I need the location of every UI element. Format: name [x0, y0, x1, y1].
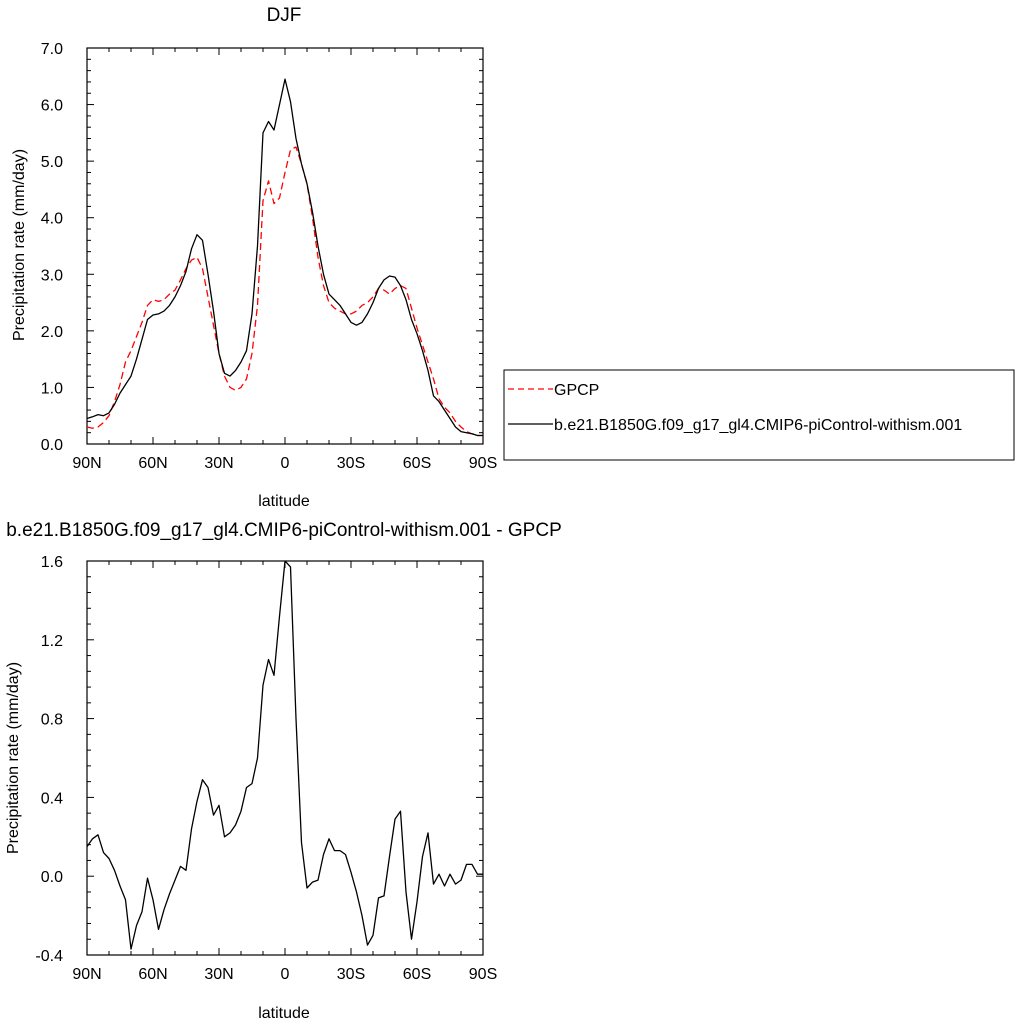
y-tick-label: 0.0 — [41, 869, 63, 886]
x-tick-label: 90S — [469, 966, 497, 983]
plot-frame — [86, 47, 484, 445]
difference-panel: b.e21.B1850G.f09_g17_gl4.CMIP6-piControl… — [5, 520, 562, 1022]
plot-frame — [86, 560, 484, 956]
x-tick-label: 90N — [72, 966, 101, 983]
x-tick-label: 30N — [204, 455, 233, 472]
chart-title: b.e21.B1850G.f09_g17_gl4.CMIP6-piControl… — [6, 520, 562, 541]
y-tick-label: 5.0 — [41, 154, 63, 171]
y-tick-label: 1.6 — [41, 554, 63, 571]
y-tick-label: 7.0 — [41, 41, 63, 58]
y-tick-label: 2.0 — [41, 324, 63, 341]
y-axis-label: Precipitation rate (mm/day) — [5, 662, 22, 854]
climatology-panel: DJF 90N 60N 30N 0 30S 60S 90S 0.0 1.0 2.0 3.0 4.0 5.… — [11, 5, 1015, 510]
y-tick-label: -0.4 — [35, 948, 63, 965]
x-tick-label: 30S — [337, 966, 365, 983]
series-line-1 — [86, 78, 483, 437]
x-tick-label: 60N — [138, 966, 167, 983]
legend: GPCP b.e21.B1850G.f09_g17_gl4.CMIP6-piCo… — [503, 369, 1015, 461]
y-tick-label: 3.0 — [41, 267, 63, 284]
legend-label-gpcp: GPCP — [554, 382, 599, 399]
legend-label-model: b.e21.B1850G.f09_g17_gl4.CMIP6-piControl… — [554, 417, 962, 434]
y-tick-label: 6.0 — [41, 98, 63, 115]
y-tick-label: 0.0 — [41, 437, 63, 454]
x-tick-label: 60S — [403, 966, 431, 983]
x-axis-label: latitude — [258, 1005, 310, 1022]
y-axis-label: Precipitation rate (mm/day) — [11, 149, 28, 341]
y-tick-label: 0.8 — [41, 712, 63, 729]
x-axis-label: latitude — [258, 493, 310, 510]
chart-title: DJF — [267, 5, 302, 26]
x-tick-label: 90S — [469, 455, 497, 472]
x-tick-label: 60S — [403, 455, 431, 472]
x-tick-label: 0 — [281, 455, 290, 472]
x-tick-label: 30S — [337, 455, 365, 472]
x-tick-label: 0 — [281, 966, 290, 983]
y-tick-label: 0.4 — [41, 790, 63, 807]
y-tick-label: 4.0 — [41, 211, 63, 228]
plot-area: 90N 60N 30N 0 30S 60S 90S 0.0 1.0 2.0 3.0 4.0 5.0 6.0… — [41, 41, 497, 472]
series-line-0 — [86, 146, 483, 437]
y-tick-label: 1.0 — [41, 380, 63, 397]
x-tick-label: 90N — [72, 455, 101, 472]
plot-area: 90N 60N 30N 0 30S 60S 90S -0.4 0.0 0.4 0.8 1.2 1.6 — [35, 554, 497, 983]
y-tick-label: 1.2 — [41, 633, 63, 650]
x-tick-label: 30N — [204, 966, 233, 983]
series-line-0 — [86, 560, 483, 950]
x-tick-label: 60N — [138, 455, 167, 472]
legend-box — [503, 369, 1015, 461]
